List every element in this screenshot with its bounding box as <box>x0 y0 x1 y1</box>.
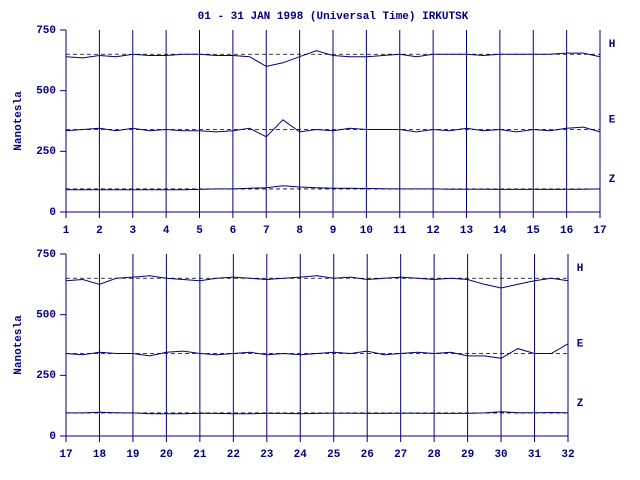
x-tick-label: 5 <box>196 225 203 237</box>
chart-title: 01 - 31 JAN 1998 (Universal Time) IRKUTS… <box>198 11 469 23</box>
y-tick-label: 250 <box>36 146 56 158</box>
x-tick-label: 27 <box>394 449 407 461</box>
x-tick-label: 17 <box>593 225 606 237</box>
x-tick-label: 30 <box>494 449 507 461</box>
y-tick-label: 0 <box>49 431 56 443</box>
x-tick-label: 25 <box>327 449 341 461</box>
series-line <box>65 119 601 138</box>
series-label: E <box>577 338 584 350</box>
x-tick-label: 1 <box>63 225 70 237</box>
series-line <box>65 275 569 289</box>
x-tick-label: 24 <box>294 449 308 461</box>
x-tick-label: 15 <box>527 225 541 237</box>
y-axis-label: Nanotesla <box>13 91 25 151</box>
x-tick-label: 9 <box>330 225 337 237</box>
x-tick-label: 28 <box>428 449 442 461</box>
x-tick-label: 22 <box>227 449 240 461</box>
y-tick-label: 500 <box>36 310 56 322</box>
series-line <box>66 411 569 415</box>
x-tick-label: 10 <box>360 225 373 237</box>
series-line <box>65 50 601 67</box>
x-tick-label: 8 <box>296 225 303 237</box>
x-tick-label: 12 <box>427 225 440 237</box>
y-tick-label: 750 <box>36 25 56 37</box>
x-tick-label: 32 <box>561 449 574 461</box>
x-tick-label: 3 <box>129 225 136 237</box>
series-label: H <box>577 263 584 275</box>
y-tick-label: 0 <box>49 207 56 219</box>
x-tick-label: 2 <box>96 225 103 237</box>
x-tick-label: 14 <box>493 225 507 237</box>
y-tick-label: 500 <box>36 86 56 98</box>
x-tick-label: 6 <box>230 225 237 237</box>
x-tick-label: 23 <box>260 449 274 461</box>
x-tick-label: 26 <box>361 449 374 461</box>
series-label: Z <box>609 174 616 186</box>
series-line <box>66 185 601 191</box>
series-label: E <box>609 114 616 126</box>
x-tick-label: 4 <box>163 225 170 237</box>
x-tick-label: 19 <box>126 449 139 461</box>
x-tick-label: 21 <box>193 449 207 461</box>
x-tick-label: 31 <box>528 449 542 461</box>
x-tick-label: 16 <box>560 225 573 237</box>
x-tick-label: 13 <box>460 225 474 237</box>
y-tick-label: 250 <box>36 370 56 382</box>
x-tick-label: 17 <box>59 449 72 461</box>
x-tick-label: 7 <box>263 225 270 237</box>
y-axis-label: Nanotesla <box>13 315 25 375</box>
x-tick-label: 11 <box>393 225 407 237</box>
series-label: Z <box>577 398 584 410</box>
series-label: H <box>609 39 616 51</box>
x-tick-label: 18 <box>93 449 107 461</box>
x-tick-label: 29 <box>461 449 474 461</box>
x-tick-label: 20 <box>160 449 173 461</box>
y-tick-label: 750 <box>36 249 56 261</box>
series-line <box>65 343 569 359</box>
